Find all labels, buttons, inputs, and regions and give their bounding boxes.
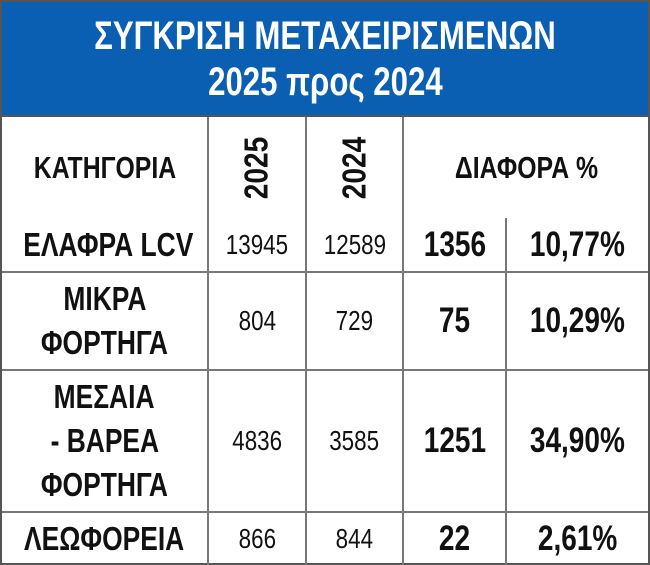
header-2024: 2024 [305, 117, 404, 218]
table-row: ΕΛΑΦΡΑ LCV 13945 12589 1356 10,77% [2, 218, 649, 273]
diff-value: 75 [402, 271, 507, 371]
value-2024: 844 [305, 511, 404, 565]
diff-value: 1356 [402, 218, 507, 273]
diff-percent: 2,61% [504, 511, 649, 565]
category-cell: ΜΙΚΡΑ ΦΟΡΤΗΓΑ [2, 271, 209, 371]
category-label: ΛΕΩΦΟΡΕΙΑ [24, 520, 185, 557]
header-2025: 2025 [207, 117, 307, 218]
category-cell: ΕΛΑΦΡΑ LCV [2, 218, 209, 273]
category-label: ΜΕΣΑΙΑ [54, 378, 155, 415]
category-cell: ΜΕΣΑΙΑ - ΒΑΡΕΑ ΦΟΡΤΗΓΑ [2, 369, 209, 513]
header-diff: ΔΙΑΦΟΡΑ % [401, 117, 649, 218]
value-2024: 12589 [305, 218, 404, 273]
category-label: ΜΙΚΡΑ [62, 280, 147, 317]
title-line-2: 2025 προς 2024 [207, 59, 443, 104]
value-2025: 804 [207, 271, 307, 371]
diff-percent: 34,90% [504, 369, 649, 513]
value-2024: 3585 [305, 369, 404, 513]
diff-percent: 10,77% [504, 218, 649, 273]
category-label: ΕΛΑΦΡΑ LCV [23, 225, 194, 263]
diff-value: 1251 [402, 369, 507, 513]
table-row: ΜΙΚΡΑ ΦΟΡΤΗΓΑ 804 729 75 10,29% [2, 271, 649, 371]
value-2024: 729 [305, 271, 404, 371]
diff-value: 22 [402, 511, 507, 565]
title-banner: ΣΥΓΚΡΙΣΗ ΜΕΤΑΧΕΙΡΙΣΜΕΝΩΝ 2025 προς 2024 [2, 2, 648, 117]
title-line-1: ΣΥΓΚΡΙΣΗ ΜΕΤΑΧΕΙΡΙΣΜΕΝΩΝ [94, 13, 556, 58]
table-row: ΜΕΣΑΙΑ - ΒΑΡΕΑ ΦΟΡΤΗΓΑ 4836 3585 1251 34,90% [2, 369, 649, 513]
category-cell: ΛΕΩΦΟΡΕΙΑ [2, 511, 209, 565]
diff-percent: 10,29% [504, 271, 649, 371]
category-label: ΦΟΡΤΗΓΑ [40, 466, 169, 503]
header-category: ΚΑΤΗΓΟΡΙΑ [2, 117, 209, 218]
value-2025: 4836 [207, 369, 307, 513]
table-row: ΛΕΩΦΟΡΕΙΑ 866 844 22 2,61% [2, 511, 649, 565]
comparison-table: ΚΑΤΗΓΟΡΙΑ 2025 2024 ΔΙΑΦΟΡΑ % ΕΛΑΦΡΑ LCV… [2, 117, 649, 565]
value-2025: 13945 [207, 218, 307, 273]
value-2025: 866 [207, 511, 307, 565]
category-label: - ΒΑΡΕΑ [50, 422, 159, 459]
category-label: ΦΟΡΤΗΓΑ [40, 324, 169, 361]
header-row: ΚΑΤΗΓΟΡΙΑ 2025 2024 ΔΙΑΦΟΡΑ % [2, 117, 649, 218]
